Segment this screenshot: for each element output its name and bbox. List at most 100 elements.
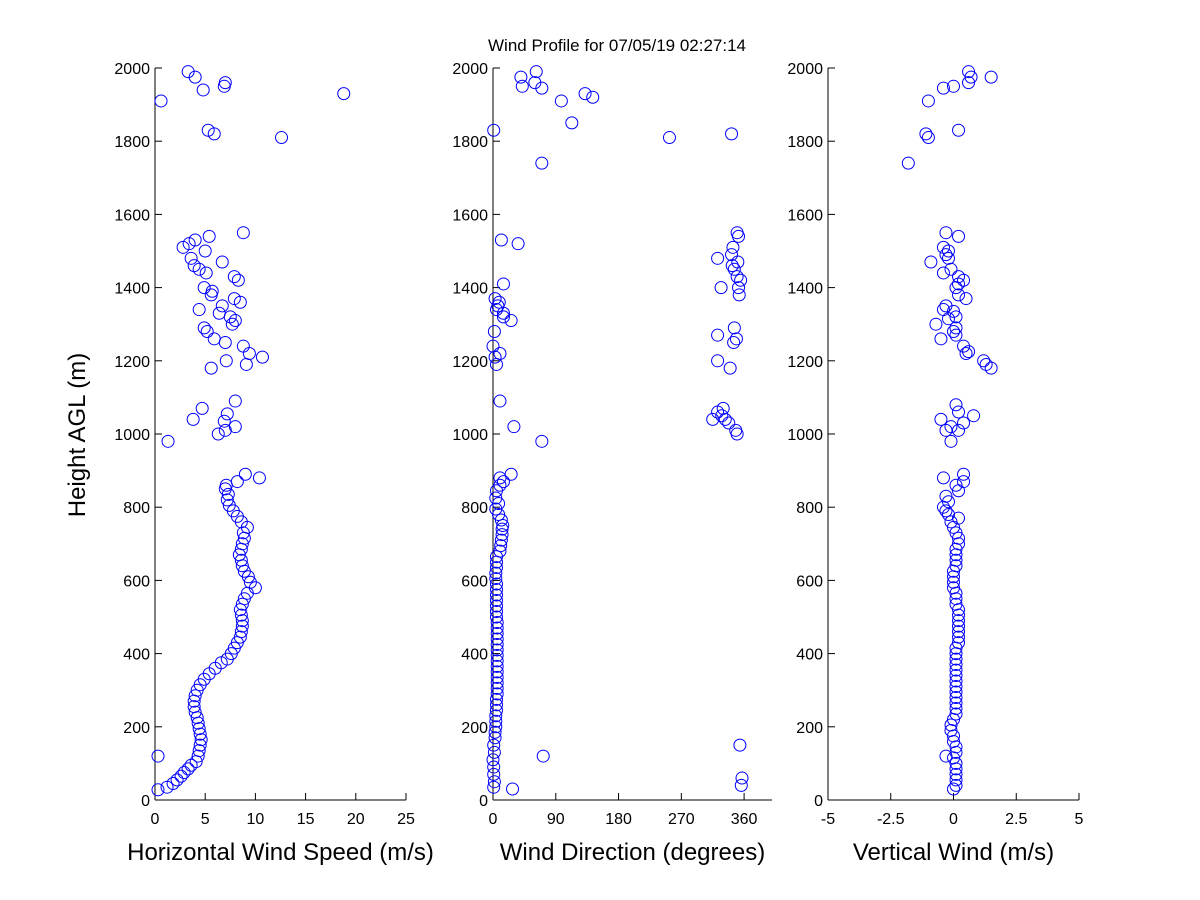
direction-data-point: [488, 731, 502, 745]
direction-data-point: [487, 767, 501, 781]
vertical-data-point: [957, 339, 971, 353]
vertical-data-point: [984, 70, 998, 84]
speed-data-point: [192, 722, 206, 736]
speed-data-point: [275, 131, 289, 145]
vertical-data-point: [957, 475, 971, 489]
vertical-x-axis-label: Vertical Wind (m/s): [853, 839, 1054, 866]
direction-x-axis-label: Wind Direction (degrees): [500, 839, 765, 866]
speed-data-point: [197, 321, 211, 335]
speed-data-point: [228, 420, 242, 434]
vertical-x-tick-label: -5: [821, 811, 835, 828]
direction-data-point: [490, 621, 504, 635]
direction-data-point: [490, 654, 504, 668]
direction-data-point: [489, 561, 503, 575]
vertical-data-point: [952, 511, 966, 525]
direction-data-point: [729, 423, 743, 437]
direction-data-point: [490, 665, 504, 679]
vertical-data-point: [947, 79, 960, 93]
vertical-data-point: [949, 767, 963, 781]
direction-data-point: [725, 248, 739, 262]
speed-data-point: [218, 76, 232, 90]
direction-data-point: [735, 771, 749, 785]
vertical-data-point: [936, 471, 950, 485]
vertical-data-point: [962, 76, 976, 90]
speed-data-point: [188, 705, 202, 719]
direction-data-point: [490, 637, 504, 651]
vertical-data-point: [939, 299, 953, 313]
panel-direction: 0 200 400 600 800 1000 1200 1400 1600 1800 2000 0 90…: [452, 61, 772, 866]
direction-data-point: [535, 156, 549, 170]
speed-data-point: [234, 608, 248, 622]
vertical-data-point: [949, 559, 963, 573]
direction-data-point: [492, 295, 506, 309]
panel-speed: 0 200 400 600 800 1000 1200 1400 1600 1800 2000 0 5 1…: [114, 61, 433, 866]
vertical-data-point: [949, 310, 963, 324]
vertical-data-point: [944, 434, 958, 448]
direction-data-point: [489, 720, 503, 734]
speed-data-point: [234, 553, 248, 567]
direction-data-point: [727, 336, 741, 349]
direction-data-point: [722, 416, 736, 430]
speed-x-axis-label: Horizontal Wind Speed (m/s): [127, 839, 434, 866]
direction-x-tick-label: 270: [668, 811, 695, 828]
speed-data-point: [255, 350, 269, 364]
speed-data-point: [235, 614, 249, 628]
vertical-data-point: [947, 575, 960, 589]
vertical-data-point: [941, 508, 955, 522]
direction-data-point: [514, 70, 528, 84]
vertical-data-point: [949, 658, 963, 672]
direction-data-point: [711, 328, 725, 342]
speed-data-point: [201, 123, 215, 137]
direction-data-point: [487, 780, 501, 794]
speed-y-tick-label: 2000: [114, 61, 150, 78]
speed-data-point: [233, 630, 247, 644]
vertical-data-point: [949, 321, 963, 335]
speed-data-point: [227, 270, 241, 284]
vertical-data-point: [947, 325, 960, 339]
speed-data-point: [174, 769, 188, 783]
vertical-data-point: [949, 669, 963, 683]
vertical-data-point: [949, 680, 963, 694]
direction-y-tick-label: 1400: [452, 281, 488, 298]
vertical-y-tick-label: 1600: [787, 207, 823, 224]
vertical-data-point: [949, 778, 963, 792]
direction-data-point: [554, 94, 568, 108]
direction-data-point: [490, 676, 504, 690]
speed-data-point: [188, 233, 202, 247]
direction-data-point: [723, 361, 737, 375]
speed-y-tick-label: 600: [123, 573, 150, 590]
direction-data-point: [489, 692, 503, 706]
direction-data-point: [489, 703, 503, 717]
vertical-data-point: [949, 478, 963, 492]
vertical-data-point: [952, 636, 966, 650]
direction-data-point: [487, 775, 501, 789]
vertical-data-point: [949, 663, 963, 677]
direction-data-point: [490, 659, 504, 673]
speed-data-point: [252, 471, 266, 485]
speed-data-point: [197, 281, 211, 295]
speed-y-tick-label: 0: [141, 793, 150, 810]
speed-y-tick-label: 1000: [114, 427, 150, 444]
speed-data-point: [196, 83, 210, 97]
speed-y-tick-label: 800: [123, 500, 150, 517]
direction-data-point: [586, 90, 600, 104]
direction-data-point: [727, 321, 741, 335]
vertical-data-point: [977, 354, 991, 368]
speed-y-tick-label: 1600: [114, 207, 150, 224]
speed-x-tick-label: 10: [247, 811, 265, 828]
direction-data-point: [489, 698, 503, 712]
vertical-data-point: [921, 94, 935, 108]
vertical-data-point: [919, 127, 933, 141]
vertical-data-point: [939, 749, 953, 763]
direction-y-tick-label: 2000: [452, 61, 488, 78]
direction-data-point: [490, 626, 504, 640]
direction-y-tick-label: 1600: [452, 207, 488, 224]
speed-y-tick-label: 200: [123, 720, 150, 737]
direction-data-point: [489, 588, 503, 602]
speed-data-point: [219, 354, 233, 368]
speed-data-point: [192, 303, 206, 317]
speed-data-point: [186, 412, 200, 426]
direction-data-point: [489, 610, 503, 624]
